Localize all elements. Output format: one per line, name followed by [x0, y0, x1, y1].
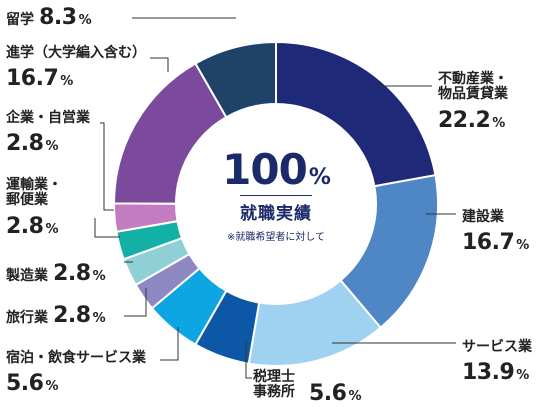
label-fudosan: 不動産業・ 物品賃貸業 22.2%	[438, 71, 508, 133]
label-ryoko: 旅行業 2.8%	[6, 303, 106, 328]
center-note: ※就職希望者に対して	[226, 232, 326, 243]
leader-line-7	[94, 218, 120, 238]
label-zeirishi-pct: 5.6%	[309, 381, 362, 406]
label-kensetsu: 建設業 16.7%	[462, 209, 529, 256]
center-title: 就職実績	[240, 195, 312, 224]
label-ryugaku: 留学 8.3%	[6, 5, 92, 30]
leader-line-8	[100, 122, 114, 211]
label-seizo: 製造業 2.8%	[6, 261, 106, 286]
label-shukuhaku: 宿泊・飲食サービス業 5.6%	[6, 350, 146, 397]
donut-slice-0	[275, 40, 437, 188]
leader-line-9	[150, 57, 169, 72]
leader-line-4	[160, 327, 179, 361]
center-total: 100%	[222, 145, 331, 194]
label-unyu: 運輸業・ 郵便業 2.8%	[6, 177, 62, 239]
chart-center: 100% 就職実績 ※就職希望者に対して	[186, 145, 366, 243]
label-kigyo: 企業・自営業 2.8%	[6, 110, 90, 157]
label-shingaku: 進学（大学編入含む） 16.7%	[6, 45, 146, 92]
label-zeirishi: 税理士 事務所	[253, 369, 295, 401]
leader-line-5	[124, 288, 147, 317]
donut-slice-10	[194, 40, 277, 119]
label-service: サービス業 13.9%	[462, 339, 532, 386]
leader-line-3	[245, 342, 252, 379]
